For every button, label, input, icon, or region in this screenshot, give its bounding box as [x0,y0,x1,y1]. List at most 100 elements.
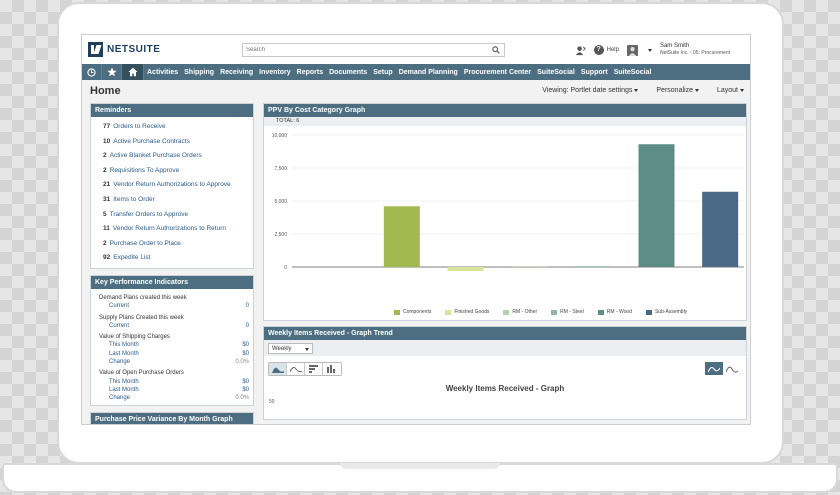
kpi-row[interactable]: Current 0 [99,302,249,310]
kpi-label: This Month [109,342,139,349]
bar-rm-other[interactable] [511,266,548,267]
reminder-item[interactable]: 2 Active Blanket Purchase Orders [103,149,253,164]
left-column: Reminders 77 Orders to Receive 10 Active Pu… [90,103,254,424]
nav-item-inventory[interactable]: Inventory [259,68,291,76]
chevron-down-icon [694,88,699,92]
reminder-count: 2 [103,152,107,160]
reminders-title: Reminders [91,104,253,117]
top-header: NETSUITE ? Help Sam Smith [82,35,750,64]
trend-chart-icon [708,367,720,373]
reminder-item[interactable]: 92 Expedite List [103,251,253,266]
nav-item-activities[interactable]: Activities [147,68,179,76]
kpi-row: Demand Plans created this week [99,294,249,302]
ppv-month-portlet: Purchase Price Variance By Month Graph [90,411,254,424]
kpi-row[interactable]: Change 0.0% [99,358,249,366]
kpi-list: Demand Plans created this week Current 0 Su… [91,289,253,405]
nav-item-shipping[interactable]: Shipping [184,68,215,76]
trend-chart-button[interactable] [705,362,723,375]
legend-item[interactable]: Finished Goods [445,309,489,315]
search-icon[interactable] [492,46,500,54]
period-select[interactable]: Weekly [268,343,313,354]
reminder-label: Expedite List [113,254,151,262]
kpi-row[interactable]: Change 0.0% [99,394,249,402]
global-search[interactable] [242,43,505,57]
kpi-row[interactable]: This Month $0 [99,378,249,386]
legend-item[interactable]: RM - Steel [551,309,584,315]
reminder-label: Transfer Orders to Approve [109,210,189,218]
reminder-item[interactable]: 2 Purchase Order to Place [103,237,253,252]
column-chart-button[interactable] [323,363,341,375]
legend-item[interactable]: Components [394,309,431,315]
reminder-item[interactable]: 31 Items to Order [103,193,253,208]
recent-records-icon[interactable] [575,45,586,56]
reminder-item[interactable]: 21 Vendor Return Authorizations to Approv… [103,178,253,193]
reminder-item[interactable]: 5 Transfer Orders to Approve [103,208,253,223]
nav-recent-button[interactable] [82,64,102,80]
line-chart-button[interactable] [287,363,305,375]
legend-swatch [597,309,604,315]
kpi-label: Last Month [109,350,139,357]
nav-item-setup[interactable]: Setup [373,68,393,76]
user-menu[interactable]: Sam Smith NetSuite Inc. - 05: Procuremen… [660,43,730,57]
nav-favorites-button[interactable] [102,64,122,80]
reminder-item[interactable]: 2 Requisitions To Approve [103,164,253,179]
layout-dropdown[interactable]: Layout [717,87,744,94]
netsuite-logo-mark-icon [88,42,103,57]
kpi-value: 0 [245,322,249,329]
reminders-list: 77 Orders to Receive 10 Active Purchase Con… [91,117,253,268]
nav-item-suitesocial-2[interactable]: SuiteSocial [613,68,652,76]
weekly-portlet: Weekly Items Received - Graph Trend Week… [263,326,747,420]
legend-item[interactable]: Sub-Assembly [645,309,687,315]
reminder-count: 2 [103,239,107,247]
horizontal-bar-button[interactable] [305,363,323,375]
kpi-label: Current [109,303,130,310]
nav-home-button[interactable] [122,64,144,80]
help-link[interactable]: Help [606,47,619,53]
bar-components[interactable] [383,206,420,267]
nav-item-procurement-center[interactable]: Procurement Center [463,68,532,76]
user-name: Sam Smith [659,43,690,49]
bar-rm-steel[interactable] [574,266,611,267]
user-menu-chevron-down-icon[interactable] [647,48,652,52]
legend-item[interactable]: RM - Other [503,309,537,315]
column-chart-icon [327,365,335,373]
legend-swatch [394,309,400,315]
horizontal-bar-icon [308,365,318,373]
help-icon[interactable]: ? [593,45,604,55]
nav-item-documents[interactable]: Documents [329,68,368,76]
nav-item-demand-planning[interactable]: Demand Planning [398,68,458,76]
viewing-dropdown[interactable]: Viewing: Portlet date settings [542,87,639,94]
nav-item-receiving[interactable]: Receiving [220,68,254,76]
weekly-graph-title: Weekly Items Received - Graph [445,384,565,393]
reminder-label: Active Blanket Purchase Orders [109,152,202,160]
nav-item-support[interactable]: Support [580,68,608,76]
search-input[interactable] [243,44,483,56]
kpi-label: Last Month [109,386,139,393]
trend-line-button[interactable] [723,362,741,375]
nav-item-reports[interactable]: Reports [296,68,324,76]
personalize-dropdown[interactable]: Personalize [656,87,699,94]
reminder-item[interactable]: 11 Vendor Return Authorizations to Return [103,222,253,237]
kpi-label: Supply Plans Created this week [99,314,184,321]
bar-rm-wood[interactable] [638,144,675,267]
bar-finished-goods[interactable] [447,267,484,271]
nav-item-suitesocial[interactable]: SuiteSocial [537,68,575,76]
y-tick-label: 10,000 [272,133,288,139]
kpi-row[interactable]: Last Month $0 [99,350,249,358]
reminder-item[interactable]: 77 Orders to Receive [103,120,253,135]
viewing-label: Viewing: Portlet date settings [542,87,633,94]
clock-icon [87,67,96,77]
kpi-row[interactable]: Current 0 [99,322,249,330]
kpi-row[interactable]: Last Month $0 [99,386,249,394]
ppv-month-title: Purchase Price Variance By Month Graph [91,412,253,424]
page-header: Home Viewing: Portlet date settings Pers… [82,80,750,100]
ppv-bar-chart: 10,000 7,500 5,000 2,500 0 [272,133,744,271]
chevron-down-icon [740,88,744,92]
netsuite-logo[interactable]: NETSUITE [88,42,160,57]
legend-item[interactable]: RM - Wood [597,309,632,315]
kpi-row[interactable]: This Month $0 [99,341,249,349]
bar-sub-assembly[interactable] [702,191,739,267]
user-avatar-icon[interactable] [626,44,638,56]
reminder-item[interactable]: 10 Active Purchase Contracts [103,135,253,150]
area-chart-button[interactable] [269,363,287,375]
